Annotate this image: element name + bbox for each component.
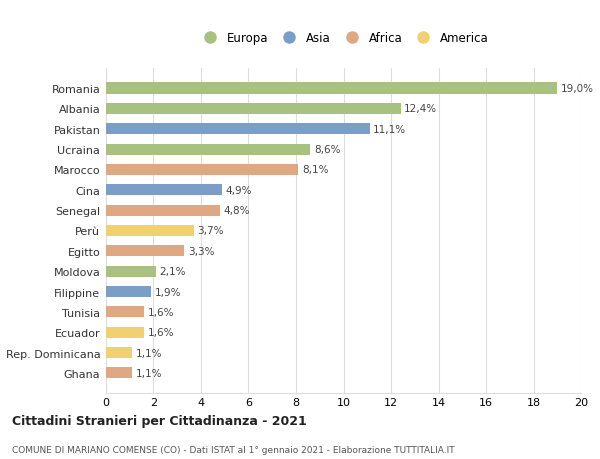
Text: 11,1%: 11,1% <box>373 124 406 134</box>
Text: 3,7%: 3,7% <box>197 226 224 236</box>
Text: 8,1%: 8,1% <box>302 165 328 175</box>
Bar <box>106 347 132 358</box>
Text: 1,6%: 1,6% <box>148 307 174 317</box>
Text: 3,3%: 3,3% <box>188 246 214 256</box>
Bar <box>106 205 220 216</box>
Text: Cittadini Stranieri per Cittadinanza - 2021: Cittadini Stranieri per Cittadinanza - 2… <box>12 414 307 427</box>
Bar <box>106 327 144 338</box>
Text: 1,1%: 1,1% <box>136 368 162 378</box>
Bar <box>106 368 132 379</box>
Bar <box>106 286 151 297</box>
Text: 1,6%: 1,6% <box>148 327 174 337</box>
Bar <box>106 144 310 156</box>
Text: 12,4%: 12,4% <box>404 104 437 114</box>
Text: COMUNE DI MARIANO COMENSE (CO) - Dati ISTAT al 1° gennaio 2021 - Elaborazione TU: COMUNE DI MARIANO COMENSE (CO) - Dati IS… <box>12 445 455 454</box>
Bar <box>106 104 401 115</box>
Bar <box>106 84 557 95</box>
Text: 19,0%: 19,0% <box>561 84 594 94</box>
Bar <box>106 307 144 318</box>
Text: 8,6%: 8,6% <box>314 145 340 155</box>
Text: 4,9%: 4,9% <box>226 185 253 196</box>
Bar <box>106 124 370 135</box>
Bar <box>106 225 194 236</box>
Legend: Europa, Asia, Africa, America: Europa, Asia, Africa, America <box>199 32 489 45</box>
Text: 4,8%: 4,8% <box>224 206 250 216</box>
Bar <box>106 185 223 196</box>
Text: 2,1%: 2,1% <box>160 267 186 277</box>
Bar <box>106 246 184 257</box>
Text: 1,1%: 1,1% <box>136 348 162 358</box>
Bar <box>106 266 156 277</box>
Bar <box>106 164 298 176</box>
Text: 1,9%: 1,9% <box>155 287 181 297</box>
